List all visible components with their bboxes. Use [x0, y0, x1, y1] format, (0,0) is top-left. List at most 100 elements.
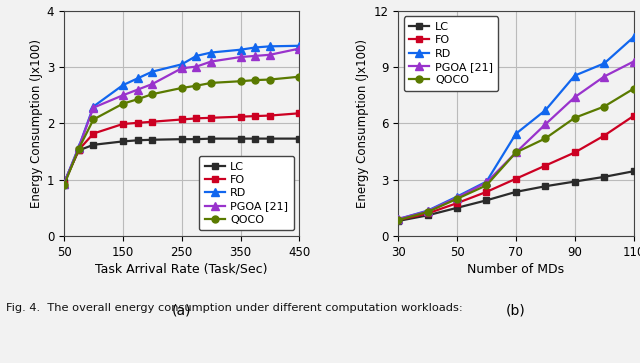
LC	[178, 137, 186, 141]
Text: Fig. 4.  The overall energy consumption under different computation workloads:: Fig. 4. The overall energy consumption u…	[6, 303, 463, 313]
Line: QOCO: QOCO	[61, 73, 303, 189]
FO	[207, 115, 215, 120]
QOCO	[119, 102, 127, 106]
PGOA [21]	[571, 95, 579, 99]
RD	[541, 108, 549, 113]
FO	[148, 119, 156, 124]
PGOA [21]	[424, 209, 431, 213]
LC	[134, 138, 141, 143]
PGOA [21]	[148, 82, 156, 86]
LC	[252, 136, 259, 141]
LC	[207, 136, 215, 141]
LC	[148, 138, 156, 142]
PGOA [21]	[541, 122, 549, 127]
QOCO	[600, 105, 608, 109]
LC	[193, 137, 200, 141]
LC	[630, 169, 637, 174]
PGOA [21]	[207, 59, 215, 64]
Line: PGOA [21]: PGOA [21]	[60, 44, 303, 188]
QOCO	[296, 74, 303, 79]
Legend: LC, FO, RD, PGOA [21], QOCO: LC, FO, RD, PGOA [21], QOCO	[404, 16, 499, 91]
PGOA [21]	[630, 59, 637, 64]
QOCO	[266, 77, 274, 82]
PGOA [21]	[600, 74, 608, 79]
RD	[237, 48, 244, 52]
LC	[237, 136, 244, 141]
QOCO	[148, 92, 156, 96]
Line: RD: RD	[60, 42, 303, 188]
FO	[394, 218, 402, 222]
FO	[541, 163, 549, 168]
RD	[424, 208, 431, 213]
PGOA [21]	[193, 64, 200, 69]
PGOA [21]	[178, 66, 186, 70]
QOCO	[424, 210, 431, 214]
FO	[119, 122, 127, 126]
Text: (b): (b)	[506, 303, 526, 318]
FO	[453, 201, 461, 205]
PGOA [21]	[453, 195, 461, 200]
PGOA [21]	[266, 53, 274, 57]
PGOA [21]	[75, 146, 83, 150]
Y-axis label: Energy Consumption (Jx100): Energy Consumption (Jx100)	[29, 39, 43, 208]
PGOA [21]	[483, 180, 490, 185]
FO	[296, 111, 303, 115]
FO	[237, 114, 244, 119]
RD	[394, 217, 402, 221]
FO	[266, 113, 274, 118]
QOCO	[630, 86, 637, 91]
FO	[630, 114, 637, 118]
RD	[207, 50, 215, 55]
Line: QOCO: QOCO	[395, 85, 637, 224]
LC	[394, 219, 402, 223]
LC	[571, 179, 579, 184]
Line: LC: LC	[395, 168, 637, 224]
PGOA [21]	[512, 150, 520, 155]
FO	[178, 117, 186, 122]
QOCO	[237, 79, 244, 83]
RD	[193, 54, 200, 58]
PGOA [21]	[296, 46, 303, 51]
LC	[119, 139, 127, 144]
RD	[453, 195, 461, 199]
RD	[630, 35, 637, 39]
QOCO	[134, 97, 141, 101]
RD	[266, 44, 274, 49]
PGOA [21]	[252, 54, 259, 58]
FO	[252, 114, 259, 118]
LC	[296, 136, 303, 141]
Line: FO: FO	[61, 110, 303, 187]
RD	[483, 179, 490, 184]
RD	[252, 45, 259, 50]
Y-axis label: Energy Consumption (Jx100): Energy Consumption (Jx100)	[356, 39, 369, 208]
PGOA [21]	[237, 55, 244, 59]
RD	[571, 73, 579, 78]
Line: PGOA [21]: PGOA [21]	[394, 57, 638, 223]
QOCO	[483, 183, 490, 187]
PGOA [21]	[60, 182, 68, 186]
LC	[453, 205, 461, 210]
QOCO	[394, 218, 402, 222]
QOCO	[252, 78, 259, 82]
RD	[90, 105, 97, 109]
QOCO	[75, 147, 83, 151]
X-axis label: Task Arrival Rate (Task/Sec): Task Arrival Rate (Task/Sec)	[95, 263, 268, 276]
PGOA [21]	[134, 87, 141, 92]
RD	[60, 182, 68, 186]
QOCO	[193, 83, 200, 88]
RD	[512, 131, 520, 136]
LC	[600, 175, 608, 179]
LC	[483, 198, 490, 203]
Text: (a): (a)	[172, 303, 191, 318]
PGOA [21]	[119, 93, 127, 98]
RD	[178, 62, 186, 66]
FO	[571, 150, 579, 155]
QOCO	[541, 136, 549, 140]
QOCO	[90, 117, 97, 122]
RD	[119, 83, 127, 87]
QOCO	[571, 115, 579, 120]
FO	[512, 176, 520, 181]
LC	[424, 213, 431, 217]
FO	[424, 211, 431, 216]
X-axis label: Number of MDs: Number of MDs	[467, 263, 564, 276]
